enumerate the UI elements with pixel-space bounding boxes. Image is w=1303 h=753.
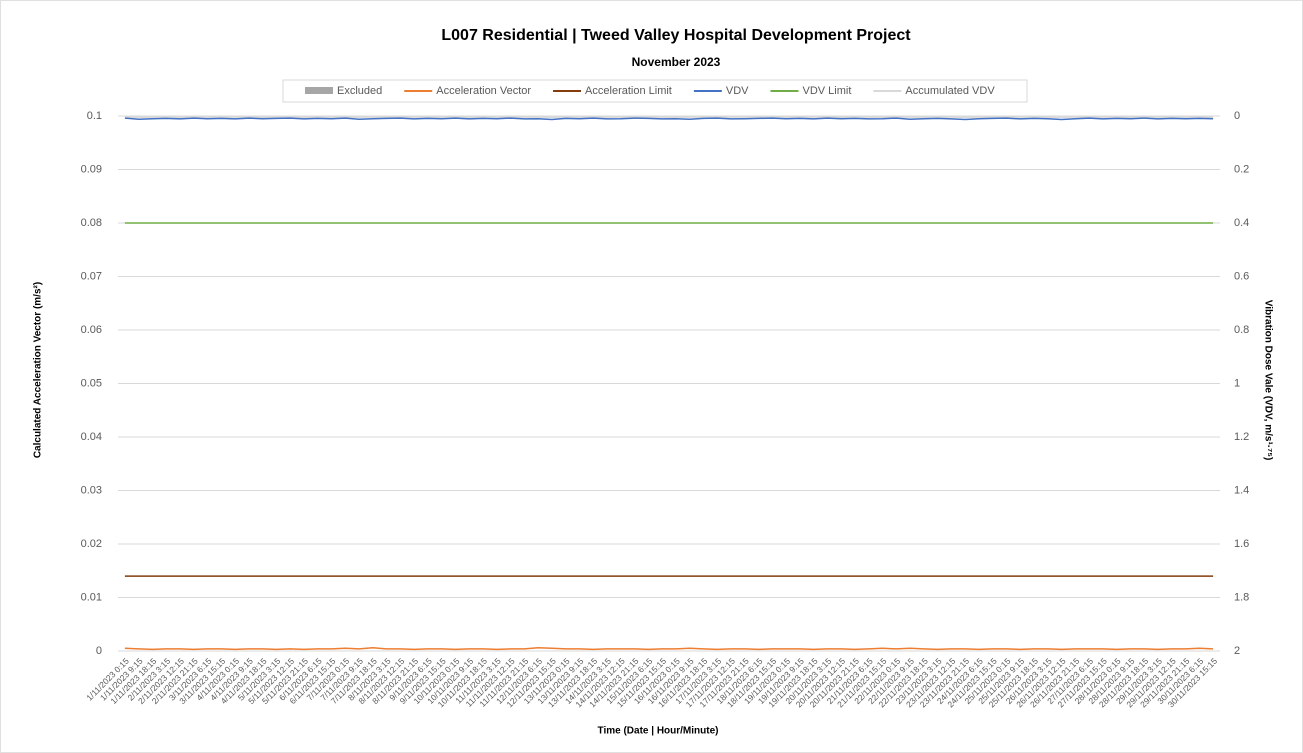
y2-tick-label: 0 — [1234, 110, 1240, 122]
y-tick-label: 0 — [96, 645, 102, 657]
y2-tick-label: 1.6 — [1234, 538, 1249, 550]
y2-tick-label: 1.8 — [1234, 591, 1249, 603]
legend-label: Accumulated VDV — [905, 85, 995, 97]
legend-label: VDV — [726, 85, 749, 97]
y2-tick-label: 0.2 — [1234, 163, 1249, 175]
legend-label: Acceleration Limit — [585, 85, 672, 97]
legend-label: Excluded — [337, 85, 382, 97]
y-tick-label: 0.04 — [81, 431, 102, 443]
y-axis-title: Calculated Acceleration Vector (m/s²) — [33, 282, 44, 458]
y-tick-label: 0.1 — [87, 110, 102, 122]
y-tick-label: 0.01 — [81, 591, 102, 603]
y2-tick-label: 0.8 — [1234, 324, 1249, 336]
y-tick-label: 0.03 — [81, 484, 102, 496]
y-tick-label: 0.08 — [81, 217, 102, 229]
y-tick-label: 0.09 — [81, 163, 102, 175]
y-tick-label: 0.07 — [81, 270, 102, 282]
legend-label: VDV Limit — [803, 85, 852, 97]
chart-subtitle: November 2023 — [632, 55, 721, 69]
y-tick-label: 0.06 — [81, 324, 102, 336]
legend-swatch — [305, 87, 333, 94]
y2-tick-label: 0.6 — [1234, 270, 1249, 282]
legend-label: Acceleration Vector — [436, 85, 531, 97]
y-tick-label: 0.05 — [81, 377, 102, 389]
series-line — [124, 647, 1214, 651]
legend-box — [282, 79, 1028, 103]
y2-tick-label: 1.2 — [1234, 431, 1249, 443]
x-axis-title: Time (Date | Hour/Minute) — [598, 726, 719, 737]
series-line — [124, 117, 1214, 121]
y2-tick-label: 1 — [1234, 377, 1240, 389]
chart-title: L007 Residential | Tweed Valley Hospital… — [441, 27, 911, 44]
y-tick-label: 0.02 — [81, 538, 102, 550]
y2-axis-title: Vibration Dose Vale (VDV, m/s¹·⁷⁵) — [1262, 300, 1273, 461]
y2-tick-label: 1.4 — [1234, 484, 1249, 496]
y2-tick-label: 0.4 — [1234, 217, 1249, 229]
y2-tick-label: 2 — [1234, 645, 1240, 657]
